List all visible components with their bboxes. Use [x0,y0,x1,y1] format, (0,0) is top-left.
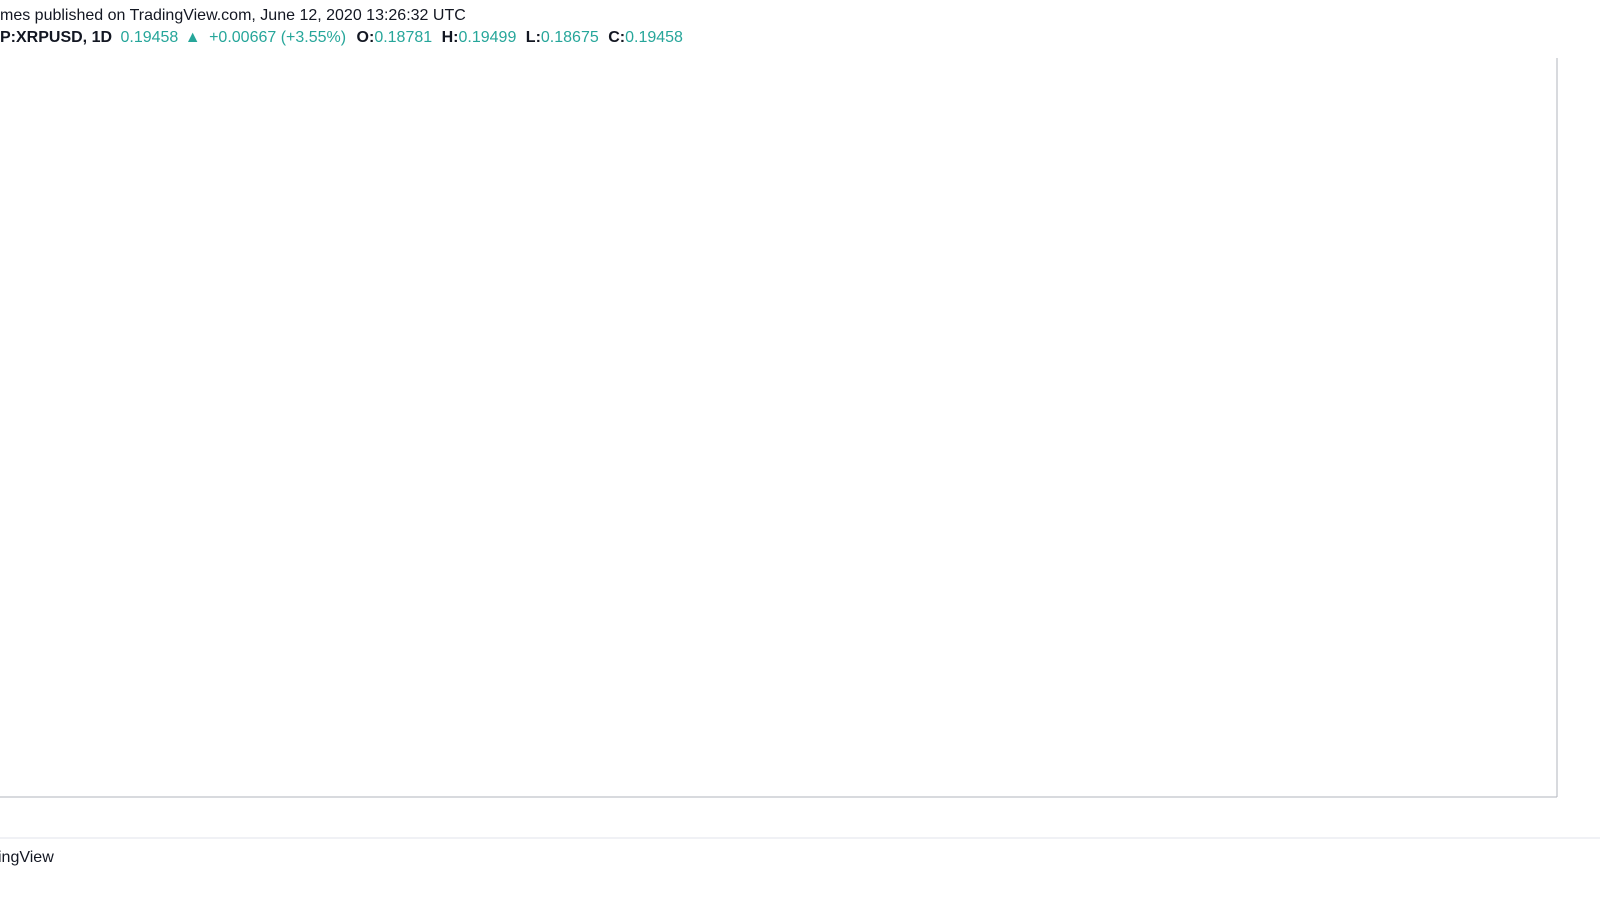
ohlc-label: C: [608,29,625,46]
change-arrow: ▲ [185,29,201,46]
ohlc-label: O: [357,29,375,46]
change: +0.00667 (+3.55%) [209,29,346,46]
symbol: P:XRPUSD, 1D [0,29,112,46]
ohlc-label: L: [526,29,541,46]
published-line: mes published on TradingView.com, June 1… [0,7,466,24]
price: 0.19458 [120,29,178,46]
symbol-line: P:XRPUSD, 1D 0.19458 ▲ +0.00667 (+3.55%)… [0,29,683,46]
ohlc-value: 0.18781 [374,29,432,46]
ohlc-value: 0.19458 [625,29,683,46]
ohlc-value: 0.18675 [541,29,599,46]
footer-brand: ingView [0,849,54,866]
ohlc-value: 0.19499 [459,29,517,46]
ohlc-label: H: [442,29,459,46]
